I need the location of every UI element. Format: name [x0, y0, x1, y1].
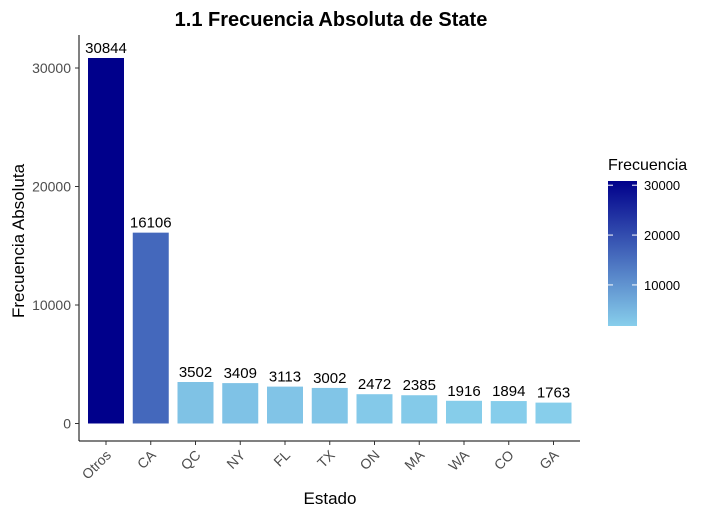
x-tick-label-tx: TX: [314, 446, 338, 470]
data-label-co: 1894: [492, 383, 525, 400]
data-label-qc: 3502: [179, 364, 212, 381]
x-tick-label-co: CO: [491, 447, 517, 473]
x-tick-label-ca: CA: [134, 446, 160, 472]
data-label-ga: 1763: [537, 385, 570, 402]
data-label-on: 2472: [358, 376, 391, 393]
y-axis-title: Frecuencia Absoluta: [9, 163, 28, 318]
legend-tick-label-10000: 10000: [644, 278, 680, 293]
data-label-ny: 3409: [224, 365, 257, 382]
y-tick-label-20000: 20000: [32, 179, 71, 195]
x-tick-label-ga: GA: [536, 446, 562, 472]
legend-title: Frecuencia: [608, 157, 687, 174]
y-tick-label-30000: 30000: [32, 60, 71, 76]
x-tick-label-on: ON: [356, 447, 382, 473]
x-tick-label-ma: MA: [401, 446, 428, 473]
y-tick-label-0: 0: [63, 416, 71, 432]
x-axis-title: Estado: [304, 489, 357, 508]
color-legend: Frecuencia 10000 20000 30000: [608, 157, 687, 326]
plot-area: 30844 16106 3502 3409 3113 3002 2472 2385 1916 18…: [32, 35, 580, 482]
bar-tx: [311, 387, 348, 424]
x-tick-label-ny: NY: [223, 446, 249, 472]
data-label-wa: 1916: [447, 383, 480, 400]
x-tick-label-otros: Otros: [79, 447, 115, 483]
legend-tick-label-30000: 30000: [644, 178, 680, 193]
data-label-fl: 3113: [269, 369, 301, 386]
bar-ca: [132, 232, 169, 424]
bar-qc: [177, 382, 214, 424]
chart-title: 1.1 Frecuencia Absoluta de State: [175, 9, 488, 31]
x-tick-label-wa: WA: [445, 446, 472, 473]
data-labels-group: 30844 16106 3502 3409 3113 3002 2472 2385 1916 18…: [85, 40, 570, 402]
x-tick-label-fl: FL: [270, 447, 293, 470]
data-label-ma: 2385: [403, 377, 436, 394]
data-label-ca: 16106: [130, 215, 172, 232]
bar-ny: [222, 383, 259, 424]
y-ticks-group: 0 10000 20000 30000: [32, 60, 79, 432]
legend-colorbar: [608, 181, 637, 326]
y-tick-label-10000: 10000: [32, 297, 71, 313]
legend-ticks-group: 10000 20000 30000: [608, 178, 680, 293]
data-label-tx: 3002: [313, 370, 346, 387]
x-tick-label-qc: QC: [177, 447, 203, 473]
bar-on: [356, 394, 393, 424]
bar-co: [490, 401, 527, 424]
bar-wa: [446, 400, 482, 424]
bar-ma: [401, 395, 438, 424]
bar-ga: [535, 402, 572, 424]
bar-otros: [88, 57, 124, 424]
data-label-otros: 30844: [85, 40, 127, 57]
x-ticks-group: Otros CA QC NY FL TX ON MA WA CO GA: [79, 441, 562, 482]
bars-group: [88, 57, 572, 424]
legend-tick-label-20000: 20000: [644, 228, 680, 243]
bar-fl: [267, 386, 303, 424]
